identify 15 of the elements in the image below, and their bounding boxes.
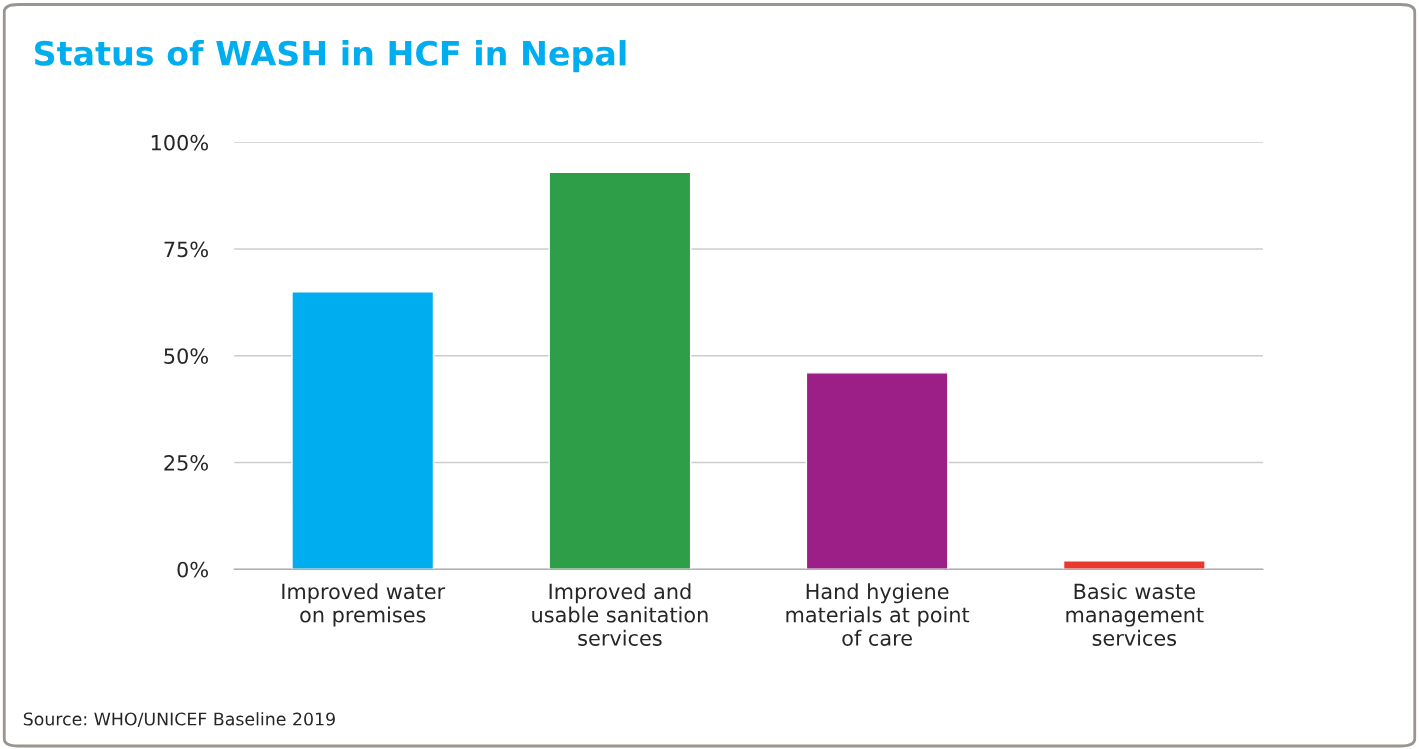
- source-note: Source: WHO/UNICEF Baseline 2019: [23, 712, 335, 727]
- x-tick-label: Improved and usable sanitation services: [532, 583, 708, 646]
- bar: [1062, 560, 1206, 570]
- x-tick-label: Hand hygiene materials at point of care: [786, 583, 970, 646]
- y-tick-label: 100%: [151, 134, 208, 151]
- bar: [291, 291, 435, 570]
- x-tick-label: Improved water on premises: [282, 583, 446, 627]
- bar: [805, 372, 949, 570]
- y-tick-label: 75%: [164, 241, 208, 258]
- bar: [548, 171, 692, 570]
- y-tick-label: 0%: [177, 561, 208, 578]
- x-tick-label: Basic waste management services: [1066, 583, 1204, 646]
- y-tick-label: 25%: [164, 454, 208, 471]
- chart-title: Status of WASH in HCF in Nepal: [35, 40, 626, 73]
- y-tick-label: 50%: [164, 348, 208, 364]
